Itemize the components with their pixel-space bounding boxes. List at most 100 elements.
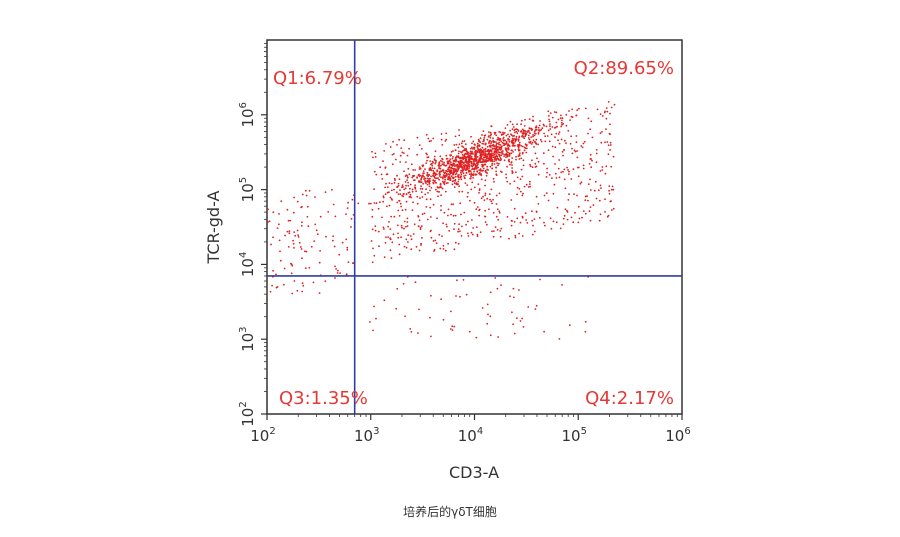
event-point (577, 221, 580, 224)
event-point (432, 182, 435, 185)
event-point (411, 176, 414, 179)
event-point (483, 199, 486, 202)
event-point (425, 198, 428, 201)
event-point (476, 166, 478, 169)
event-point (278, 213, 280, 215)
event-point (469, 199, 471, 202)
event-point (472, 177, 474, 179)
event-point (440, 205, 442, 207)
event-point (571, 152, 574, 155)
event-point (434, 174, 437, 177)
event-point (490, 154, 493, 157)
event-point (474, 152, 477, 154)
event-point (544, 135, 547, 138)
event-point (563, 214, 566, 217)
event-point (460, 173, 463, 176)
event-point (477, 147, 479, 150)
event-point (584, 320, 587, 323)
event-point (439, 170, 442, 173)
event-point (485, 171, 487, 174)
event-point (562, 223, 565, 226)
y-tick-label: 103 (238, 326, 257, 351)
event-point (398, 138, 401, 141)
event-point (438, 178, 440, 181)
event-point (442, 163, 445, 166)
event-point (482, 195, 484, 198)
event-point (431, 162, 433, 165)
event-point (443, 183, 446, 186)
event-point (427, 156, 430, 159)
event-point (448, 230, 451, 232)
event-point (406, 179, 408, 182)
event-point (504, 147, 507, 150)
event-point (429, 160, 432, 163)
event-point (594, 180, 597, 183)
event-point (521, 134, 524, 137)
event-point (497, 336, 499, 338)
event-point (543, 194, 546, 197)
event-point (430, 335, 432, 338)
event-point (405, 161, 407, 164)
event-point (416, 195, 419, 198)
event-point (584, 212, 587, 215)
event-point (405, 174, 408, 177)
event-point (384, 193, 387, 196)
event-point (490, 141, 493, 143)
event-point (571, 147, 573, 150)
event-point (306, 205, 309, 208)
event-point (494, 226, 497, 229)
event-point (420, 225, 423, 228)
event-point (468, 330, 471, 333)
event-point (272, 211, 275, 214)
event-point (301, 290, 304, 293)
event-point (405, 246, 408, 249)
event-point (407, 241, 409, 243)
event-point (458, 174, 460, 176)
event-point (419, 197, 421, 200)
event-point (475, 154, 477, 157)
event-point (418, 166, 421, 169)
event-point (460, 163, 463, 165)
event-point (491, 167, 493, 170)
event-point (441, 235, 443, 238)
event-point (557, 167, 560, 170)
event-point (518, 141, 521, 144)
event-point (453, 222, 456, 225)
event-point (467, 191, 469, 194)
event-point (570, 178, 573, 180)
quadrant-label-q4: Q4:2.17% (585, 388, 674, 409)
event-point (468, 161, 471, 164)
event-point (479, 159, 482, 161)
event-point (474, 166, 477, 169)
event-point (375, 202, 378, 205)
event-point (429, 198, 432, 201)
event-point (475, 226, 478, 229)
event-point (558, 131, 561, 134)
event-point (466, 153, 469, 156)
event-point (446, 160, 449, 163)
event-point (420, 148, 423, 150)
event-point (392, 233, 395, 236)
event-point (492, 198, 494, 201)
event-point (475, 167, 478, 170)
event-point (520, 144, 523, 147)
event-point (508, 145, 511, 148)
event-point (464, 164, 467, 166)
event-point (515, 171, 517, 174)
event-point (403, 188, 406, 191)
event-point (476, 155, 479, 158)
event-point (479, 168, 482, 170)
event-point (509, 120, 512, 123)
event-point (495, 141, 497, 144)
event-point (531, 219, 534, 222)
event-point (327, 211, 330, 213)
event-point (516, 144, 519, 146)
event-point (523, 185, 526, 188)
event-point (505, 134, 508, 137)
event-point (570, 135, 573, 138)
event-point (405, 193, 408, 196)
event-point (524, 133, 527, 135)
event-point (448, 165, 451, 168)
event-point (534, 308, 537, 310)
event-point (605, 128, 607, 131)
